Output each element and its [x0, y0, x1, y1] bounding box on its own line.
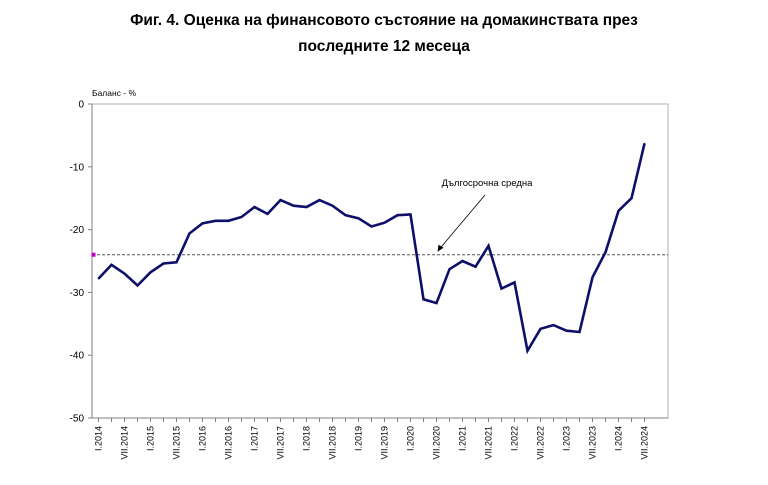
data-point: [578, 331, 581, 333]
data-point: [500, 287, 503, 290]
reference-marker: [91, 252, 96, 257]
data-point: [357, 217, 360, 220]
x-tick-label: VII.2014: [120, 426, 130, 460]
reference-line-group: [91, 252, 668, 257]
x-tick-label: I.2018: [302, 426, 312, 451]
y-tick-label: -30: [70, 288, 85, 299]
y-tick-label: -40: [70, 351, 85, 362]
x-tick-label: I.2019: [354, 426, 364, 451]
data-point: [318, 199, 321, 201]
data-point: [136, 284, 139, 287]
y-tick-label: -20: [70, 225, 85, 236]
data-point: [435, 302, 438, 304]
data-point: [175, 261, 178, 264]
series-group: [97, 142, 646, 355]
data-point: [383, 221, 386, 224]
data-point: [331, 204, 334, 207]
x-ticks: I.2014 VII.2014 I.2015 VII.2015 I.2016 VII.20…: [94, 418, 650, 460]
data-point: [513, 281, 516, 284]
data-point: [279, 199, 282, 201]
x-tick-label: VII.2018: [328, 426, 338, 460]
x-tick-label: VII.2016: [224, 426, 234, 460]
x-tick-label: VII.2020: [432, 426, 442, 460]
x-tick-label: I.2015: [146, 426, 156, 451]
data-point: [409, 213, 412, 216]
data-point: [344, 214, 347, 216]
x-tick-label: I.2022: [510, 426, 520, 451]
x-tick-label: I.2014: [94, 426, 104, 451]
data-point: [370, 225, 373, 228]
annotation-label: Дългосрочна средна: [442, 178, 534, 189]
x-tick-label: I.2024: [614, 426, 624, 451]
data-point: [643, 142, 646, 145]
data-point: [474, 265, 477, 268]
data-point: [97, 277, 100, 280]
y-axis-label: Баланс - %: [92, 88, 136, 98]
x-tick-label: I.2017: [250, 426, 260, 451]
data-point: [214, 220, 217, 222]
data-point: [630, 197, 633, 199]
data-point: [188, 232, 191, 235]
axes: [91, 103, 669, 419]
data-point: [617, 209, 620, 212]
x-tick-label: I.2021: [458, 426, 468, 451]
x-tick-label: VII.2015: [172, 426, 182, 460]
data-point: [526, 350, 529, 352]
y-ticks: 0 -10 -20 -30 -40 -50: [70, 100, 92, 425]
x-tick-label: I.2023: [562, 426, 572, 451]
annotation-arrow-line: [440, 194, 486, 248]
data-point: [448, 268, 451, 270]
data-point: [305, 206, 308, 208]
data-point: [565, 329, 568, 332]
data-point: [162, 262, 165, 265]
series-line: [97, 143, 646, 355]
y-tick-label: 0: [78, 100, 84, 111]
x-tick-label: VII.2024: [640, 426, 650, 460]
chart-title-line-1: Фиг. 4. Оценка на финансовото състояние …: [130, 12, 638, 29]
y-tick-label: -10: [70, 162, 85, 173]
x-tick-label: I.2016: [198, 426, 208, 451]
annotation-arrow-head: [437, 244, 444, 252]
data-point: [240, 216, 243, 218]
data-point: [539, 328, 542, 330]
data-point: [604, 251, 607, 254]
x-tick-label: VII.2021: [484, 426, 494, 460]
data-point: [266, 213, 269, 215]
data-point: [292, 204, 295, 207]
data-point: [487, 245, 490, 247]
chart-title-line-2: последните 12 месеца: [298, 38, 470, 55]
data-point: [461, 260, 464, 262]
data-point: [123, 272, 126, 275]
x-tick-label: VII.2022: [536, 426, 546, 460]
x-tick-label: VII.2017: [276, 426, 286, 460]
data-point: [227, 220, 230, 222]
x-tick-label: VII.2023: [588, 426, 598, 460]
x-tick-label: VII.2019: [380, 426, 390, 460]
y-tick-label: -50: [70, 414, 85, 425]
annotation-group: Дългосрочна средна: [437, 178, 534, 252]
chart-title: Фиг. 4. Оценка на финансовото състояние …: [0, 8, 768, 60]
data-point: [149, 271, 152, 274]
x-tick-label: I.2020: [406, 426, 416, 451]
data-point: [396, 214, 399, 216]
data-point: [422, 298, 425, 301]
data-point: [253, 206, 256, 208]
data-point: [552, 324, 555, 326]
data-point: [591, 276, 594, 279]
data-point: [110, 263, 113, 266]
data-point: [201, 222, 204, 225]
